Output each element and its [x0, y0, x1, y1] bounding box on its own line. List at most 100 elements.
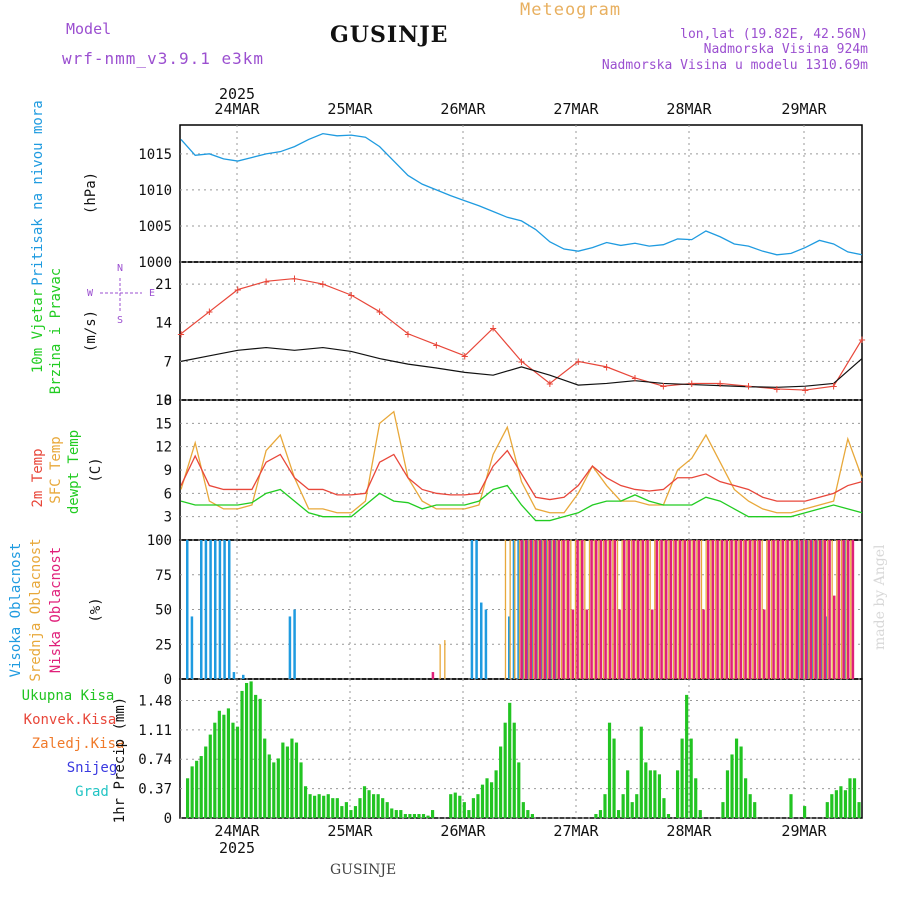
bottom-day-label: 25MAR [327, 822, 373, 840]
cloud-bar [700, 540, 703, 679]
gust-marker: + [291, 272, 298, 286]
cloud-bar [548, 540, 551, 679]
precip-bar [789, 794, 793, 818]
compass-e: E [149, 288, 155, 299]
y-tick-label: 50 [155, 603, 172, 619]
gust-marker: + [717, 376, 724, 390]
cloud-bar [509, 540, 511, 679]
cloud-bar [651, 609, 654, 679]
gust-marker: + [206, 305, 213, 319]
cloud-bar [798, 540, 801, 679]
precip-bar [494, 770, 498, 818]
cloud-bar [707, 540, 710, 679]
precip-bar [417, 814, 421, 818]
cloud-bar [574, 540, 577, 679]
cloud-bar [654, 540, 656, 679]
cloud-bar [797, 540, 800, 679]
precip-bar [630, 802, 634, 818]
precip-bar [195, 760, 199, 818]
precip-bar [476, 794, 480, 818]
cloud-bar [851, 540, 855, 679]
bottom-day-label: 28MAR [666, 822, 712, 840]
precip-bar [385, 802, 389, 818]
precip-bar [217, 710, 221, 818]
y-tick-label: 0 [164, 393, 172, 409]
cloud-bar [752, 540, 754, 679]
gust-marker: + [546, 376, 553, 390]
cloud-bar [604, 540, 607, 679]
cloud-title-low: Niska Oblacnost [48, 547, 64, 673]
gust-marker: + [234, 283, 241, 297]
cloud-bar [570, 540, 572, 679]
precip-bar [213, 722, 217, 818]
precip-bar [694, 778, 698, 818]
cloud-bar [508, 616, 511, 679]
temp-title-2m: 2m Temp [30, 448, 46, 507]
precip-bar [530, 814, 534, 818]
cloud-bar [777, 540, 780, 679]
cloud-bar [814, 540, 817, 679]
wind-title-2: Brzina i Pravac [48, 268, 64, 394]
precip-bar [489, 782, 494, 818]
precip-bar [480, 784, 485, 818]
cloud-bar [842, 540, 845, 679]
cloud-bar [525, 540, 528, 679]
pressure-title: Pritisak na nivou mora [30, 100, 46, 285]
precip-bar [753, 802, 757, 818]
cloud-bar [665, 540, 668, 679]
y-tick-label: 1.48 [138, 693, 172, 709]
cloud-bar [683, 540, 687, 679]
cloud-bar [545, 540, 548, 679]
cloud-bar [609, 540, 612, 679]
cloud-bar [845, 540, 847, 679]
precip-bar [281, 742, 285, 818]
cloud-bar [517, 540, 520, 679]
precip-bar [317, 794, 321, 818]
y-tick-label: 1005 [138, 219, 172, 235]
precip-bar [394, 810, 398, 818]
gust-marker: + [490, 321, 497, 335]
cloud-bar [791, 540, 794, 679]
pressure-unit: (hPa) [83, 172, 99, 214]
gust-marker: + [773, 382, 780, 396]
cloud-bar [637, 540, 640, 679]
cloud-bar [590, 540, 593, 679]
precip-bar [412, 814, 417, 818]
precip-bar [222, 714, 226, 818]
precip-bar [657, 774, 662, 818]
precip-bar [485, 778, 489, 818]
precip-bar [403, 814, 407, 818]
cloud-bar [565, 540, 567, 679]
gust-marker: + [660, 379, 667, 393]
precip-bar [503, 722, 507, 818]
cloud-bar [584, 540, 586, 679]
y-tick-label: 9 [164, 463, 172, 479]
precip-bar [372, 794, 376, 818]
wind-gust-line [180, 277, 863, 391]
cloud-bar [598, 540, 600, 679]
cloud-bar [719, 540, 721, 679]
cloud-bar [200, 540, 203, 679]
y-tick-label: 1.11 [138, 723, 172, 739]
y-tick-label: 14 [155, 316, 172, 332]
precip-bar [199, 756, 203, 818]
precip-legend-4: Grad [75, 784, 109, 800]
cloud-bar [214, 540, 217, 679]
cloud-bar [556, 540, 558, 679]
cloud-bar [623, 540, 626, 679]
precip-bar [843, 790, 848, 818]
precip-bar [471, 798, 476, 818]
cloud-bar [730, 540, 733, 679]
cloud-bar [716, 540, 719, 679]
cloud-bar [546, 540, 549, 679]
cloud-bar [484, 609, 488, 679]
bottom-day-label: 26MAR [440, 822, 486, 840]
precip-bar [830, 794, 834, 818]
cloud-bar [534, 540, 537, 679]
dewpt-line [180, 484, 863, 522]
precip-bar [344, 802, 348, 818]
cloud-bar [761, 540, 763, 679]
cloud-bar [770, 540, 773, 679]
cloud-bar [705, 540, 707, 679]
gust-marker: + [461, 349, 468, 363]
